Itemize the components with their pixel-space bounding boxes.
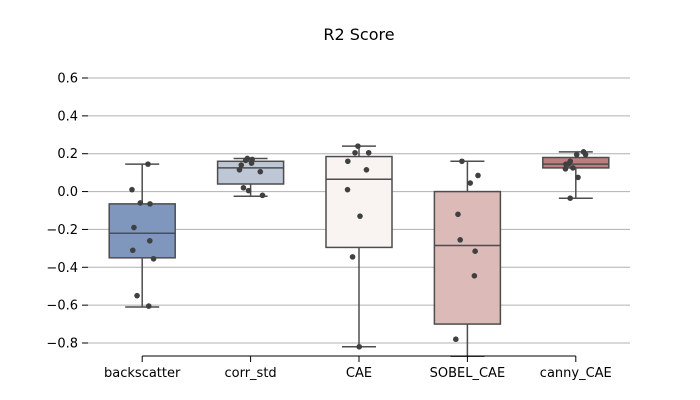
y-tick-label: 0.2 <box>57 147 78 162</box>
data-point <box>563 161 569 167</box>
data-point <box>352 149 358 156</box>
data-point <box>582 151 589 158</box>
box-group-CAE <box>325 143 393 350</box>
data-point <box>365 149 372 156</box>
data-point <box>137 200 144 206</box>
data-point <box>345 158 351 165</box>
y-tick-label: −0.2 <box>46 223 78 238</box>
box-iqr <box>108 203 176 259</box>
box-iqr <box>433 190 502 325</box>
data-point <box>457 237 463 243</box>
data-point <box>242 157 249 164</box>
box-group-SOBEL_CAE <box>433 158 502 357</box>
data-point <box>248 160 255 166</box>
y-tick-label: 0.6 <box>57 72 78 87</box>
data-point <box>257 168 264 175</box>
box-group-backscatter <box>108 161 176 309</box>
y-tick-label: −0.4 <box>46 261 78 276</box>
data-point <box>145 161 151 167</box>
y-tick-label: 0.4 <box>57 109 78 124</box>
data-point <box>573 151 580 158</box>
box-iqr <box>542 156 610 169</box>
data-point <box>147 201 153 207</box>
x-tick-label: canny_CAE <box>540 366 612 381</box>
x-tick-label: SOBEL_CAE <box>430 366 506 381</box>
data-point <box>363 167 370 173</box>
box-iqr <box>325 155 393 249</box>
data-point <box>459 158 465 165</box>
data-point <box>455 211 461 218</box>
plot-area <box>108 143 610 357</box>
data-point <box>567 195 573 201</box>
data-point <box>355 143 361 149</box>
data-point <box>238 162 245 168</box>
x-axis: backscatter corr_std CAE SOBEL_CAE canny_CAE <box>104 355 612 381</box>
data-point <box>150 255 157 262</box>
data-point <box>145 303 152 309</box>
data-point <box>472 248 478 254</box>
x-tick-label: backscatter <box>104 366 181 381</box>
data-point <box>146 237 153 244</box>
data-point <box>236 167 243 173</box>
data-point <box>467 180 474 186</box>
data-point <box>453 336 459 343</box>
data-point <box>349 254 356 260</box>
data-point <box>357 213 363 219</box>
data-point <box>129 186 135 193</box>
data-point <box>245 187 252 194</box>
data-point <box>562 166 569 172</box>
chart-title: R2 Score <box>323 25 394 44</box>
y-tick-label: −0.6 <box>46 299 78 314</box>
data-point <box>259 192 266 199</box>
box-group-canny_CAE <box>542 149 610 201</box>
data-point <box>575 174 581 181</box>
x-tick-label: CAE <box>346 366 372 381</box>
data-point <box>471 273 478 279</box>
y-tick-label: 0.0 <box>57 185 78 200</box>
data-point <box>344 186 351 193</box>
data-point <box>475 172 481 179</box>
data-point <box>240 184 247 191</box>
data-point <box>356 343 363 350</box>
data-point <box>134 292 140 299</box>
x-tick-label: corr_std <box>225 366 277 381</box>
box-group-corr_std <box>216 155 285 199</box>
data-point <box>129 247 136 254</box>
y-tick-label: −0.8 <box>46 337 78 352</box>
y-axis: −0.8 −0.6 −0.4 −0.2 0.0 0.2 0.4 0.6 <box>46 72 88 352</box>
data-point <box>131 224 137 231</box>
data-point <box>570 165 576 171</box>
